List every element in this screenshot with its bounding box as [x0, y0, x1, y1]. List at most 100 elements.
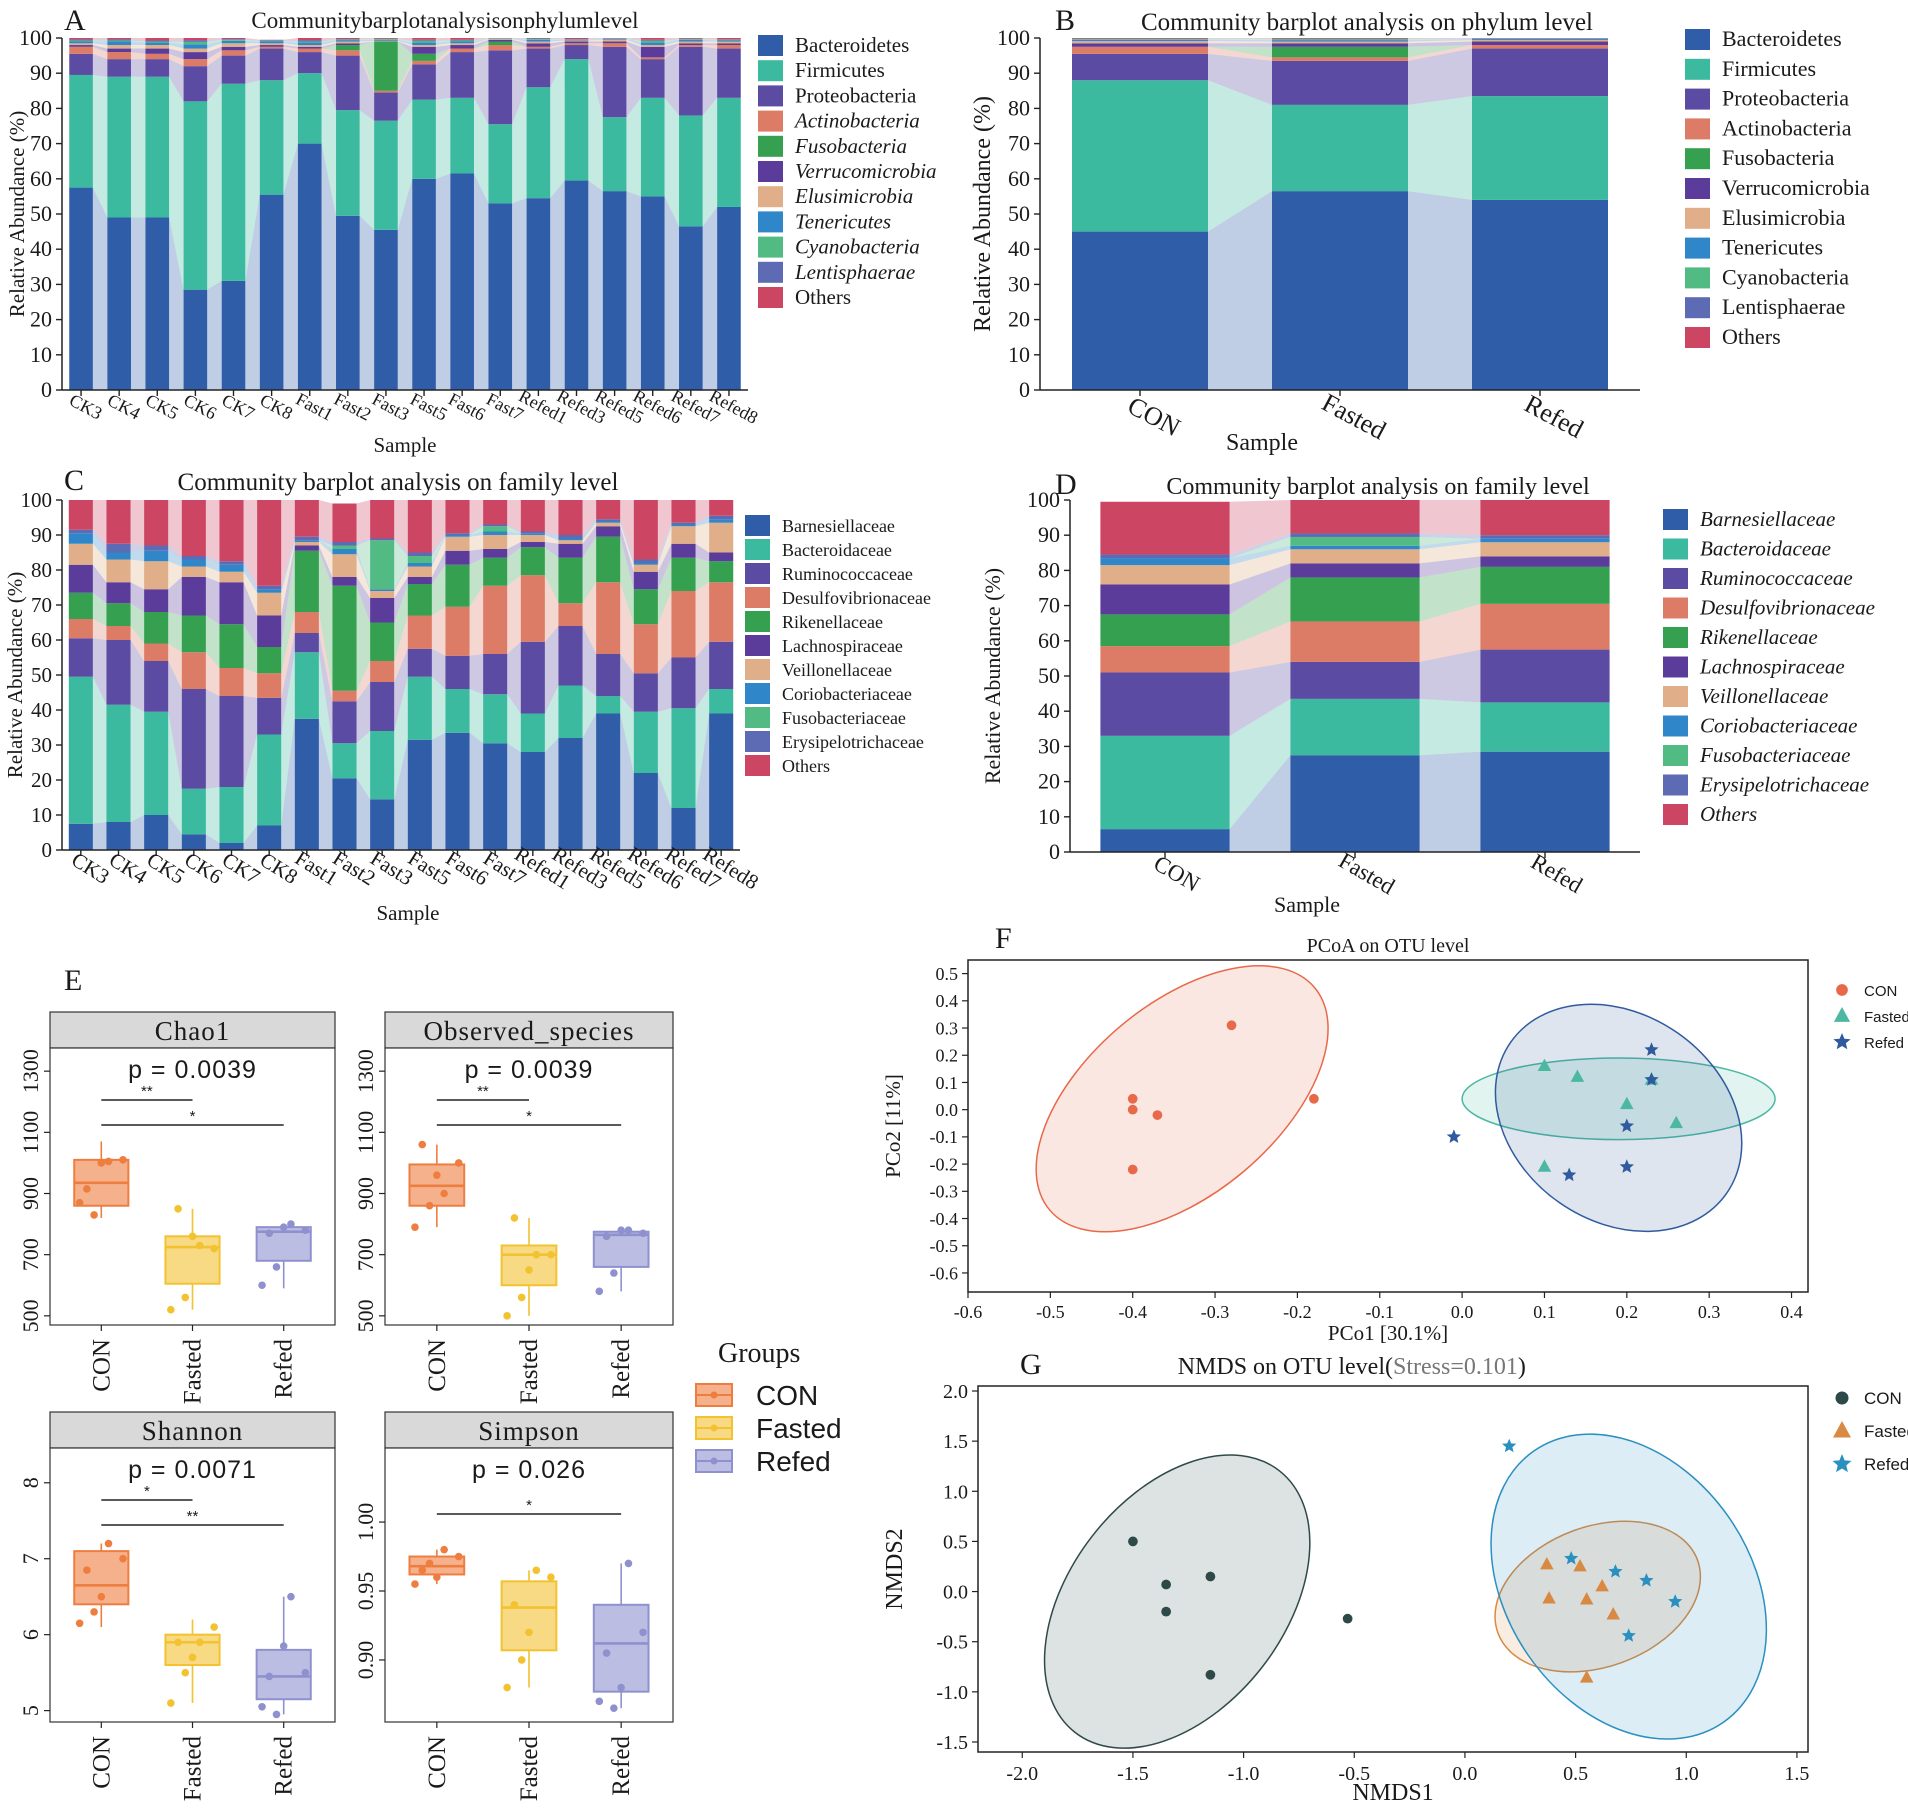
bar-segment-actinobacteria-ck5	[145, 53, 170, 60]
ribbon-barnesiellaceae-3	[205, 834, 220, 850]
ribbon-cyanobacteria-13	[588, 38, 603, 40]
ribbon-desulfovibrionaceae-7	[356, 661, 371, 702]
bar-segment-cyanobacteria-ck4	[107, 40, 131, 42]
bar-segment-actinobacteria-fast5	[412, 60, 436, 65]
point-fasted	[1669, 1115, 1683, 1129]
bar-segment-tenericutes-ck7	[221, 40, 246, 44]
bar-segment-fusobacteria-fast5	[412, 53, 436, 61]
ribbon-cyanobacteria-12	[550, 39, 565, 40]
legend-swatch	[745, 587, 770, 608]
data-point	[272, 1710, 281, 1719]
ribbon-firmicutes-10	[473, 97, 489, 204]
y-tick-label: 50	[1008, 201, 1030, 226]
y-tick-label: -0.4	[930, 1209, 959, 1229]
ribbon-lentisphaerae-11	[512, 38, 527, 40]
bar-segment-desulfovibrionaceae-fast1	[294, 612, 319, 633]
ribbon-lentisphaerae-4	[245, 39, 260, 41]
ribbon-proteobacteria-4	[245, 48, 260, 84]
legend-swatch	[758, 85, 783, 107]
point-refed	[1668, 1594, 1683, 1608]
ribbon-rikenellaceae-13	[582, 536, 597, 604]
legend-swatch	[1663, 745, 1688, 766]
ribbon-others-1	[1419, 500, 1481, 536]
ribbon-tenericutes-16	[702, 39, 718, 42]
bar-segment-others-ck5	[144, 500, 169, 546]
ribbon-cyanobacteria-7	[359, 39, 375, 41]
point-con	[1161, 1606, 1172, 1617]
point-refed	[1619, 1159, 1634, 1173]
ribbon-coriobacteriaceae-0	[1229, 545, 1291, 566]
legend-label: Bacteroidaceae	[782, 540, 892, 560]
bar-segment-actinobacteria-refed5	[602, 43, 627, 47]
bar-segment-cyanobacteria-fast3	[374, 39, 398, 40]
y-tick-label: 10	[31, 803, 52, 827]
bar-segment-ruminococcaceae-refed5	[596, 654, 621, 696]
x-tick-label: Fast6	[445, 389, 489, 425]
bar-segment-bacteroidetes-ck6	[183, 289, 208, 390]
y-tick-label: 0.3	[936, 1018, 959, 1038]
stress-value: Stress=0.101	[1393, 1354, 1518, 1380]
bar-segment-tenericutes-ck4	[107, 41, 131, 46]
x-tick-label: -0.2	[1283, 1302, 1312, 1322]
ribbon-verrucomicrobia-7	[359, 41, 375, 46]
bar-segment-tenericutes-fast5	[412, 42, 436, 46]
bar-segment-erysipelotrichaceae-fast2	[332, 542, 357, 546]
data-point	[602, 1649, 611, 1657]
data-point	[97, 1592, 106, 1601]
x-tick-label: CON	[1149, 851, 1204, 897]
data-point	[602, 1232, 611, 1241]
ribbon-coriobacteriaceae-8	[394, 563, 408, 591]
x-axis-label: PCo1 [30.1%]	[1328, 1321, 1448, 1345]
ribbon-proteobacteria-13	[588, 45, 603, 118]
ribbon-cyanobacteria-2	[169, 41, 184, 45]
ribbon-others-1	[130, 500, 145, 546]
bar-segment-fusobacteriaceae-fast3	[370, 540, 395, 590]
y-tick-label: 100	[997, 25, 1030, 50]
ribbon-bacteroidaceae-11	[507, 694, 521, 752]
ribbon-bacteroidaceae-2	[168, 711, 182, 835]
y-tick-label: 0.5	[943, 1531, 968, 1553]
ribbon-others-14	[620, 500, 634, 560]
bar-segment-proteobacteria-fast3	[374, 92, 398, 121]
x-tick-label: Refed	[271, 1736, 298, 1796]
bar-segment-fusobacteria-fast7	[488, 41, 513, 46]
ribbon-verrucomicrobia-4	[245, 45, 260, 51]
ribbon-others-14	[626, 38, 641, 40]
data-point	[503, 1683, 511, 1692]
ribbon-elusimicrobia-7	[359, 40, 375, 44]
panel-letter-b: B	[1055, 4, 1075, 37]
y-tick-label: 20	[1008, 307, 1030, 332]
y-tick-label: 1100	[353, 1111, 378, 1154]
data-point	[454, 1159, 463, 1167]
ribbon-verrucomicrobia-6	[321, 43, 337, 49]
data-point	[287, 1592, 295, 1601]
data-point	[174, 1204, 182, 1213]
ribbon-lentisphaerae-0	[92, 39, 108, 41]
box-refed	[592, 1230, 650, 1268]
ribbon-firmicutes-9	[435, 97, 451, 179]
ribbon-elusimicrobia-9	[435, 43, 451, 47]
bar-segment-barnesiellaceae-fast6	[445, 732, 470, 850]
bar-segment-rikenellaceae-ck6	[181, 615, 206, 653]
ribbon-bacteroidetes-14	[626, 191, 641, 390]
ribbon-lentisphaerae-9	[435, 39, 451, 41]
ribbon-actinobacteria-15	[664, 45, 680, 60]
ribbon-tenericutes-0	[1208, 39, 1272, 42]
ribbon-others-3	[207, 38, 222, 41]
x-tick-label: CK4	[104, 390, 143, 424]
ribbon-rikenellaceae-6	[318, 550, 333, 691]
bar-segment-elusimicrobia-fast2	[336, 41, 360, 44]
ribbon-firmicutes-2	[169, 76, 184, 290]
bar-segment-elusimicrobia-fast6	[450, 43, 474, 46]
legend-label: Fasted	[1864, 1009, 1908, 1026]
p-value: p = 0.026	[472, 1456, 586, 1484]
data-point	[425, 1201, 434, 1210]
bar-segment-elusimicrobia-ck6	[183, 48, 208, 53]
legend-label: Fusobacteriaceae	[782, 708, 906, 728]
ribbon-verrucomicrobia-11	[512, 39, 527, 47]
bar-segment-ruminococcaceae-ck7	[219, 696, 244, 787]
ribbon-actinobacteria-2	[169, 53, 184, 67]
ribbon-coriobacteriaceae-0	[92, 533, 107, 560]
